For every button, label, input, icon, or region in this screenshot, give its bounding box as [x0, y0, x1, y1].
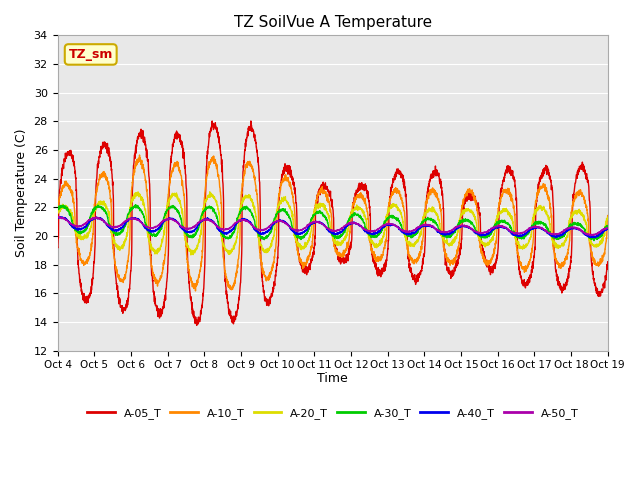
Y-axis label: Soil Temperature (C): Soil Temperature (C)	[15, 129, 28, 257]
Legend: A-05_T, A-10_T, A-20_T, A-30_T, A-40_T, A-50_T: A-05_T, A-10_T, A-20_T, A-30_T, A-40_T, …	[83, 404, 582, 423]
Title: TZ SoilVue A Temperature: TZ SoilVue A Temperature	[234, 15, 431, 30]
X-axis label: Time: Time	[317, 372, 348, 385]
Text: TZ_sm: TZ_sm	[68, 48, 113, 61]
